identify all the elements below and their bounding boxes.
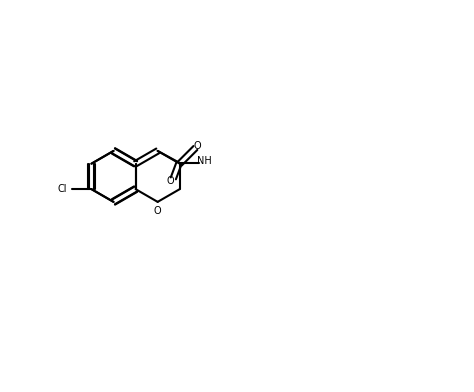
Text: Cl: Cl [58,184,67,194]
Text: O: O [166,176,174,187]
Text: NH: NH [197,156,212,166]
Text: O: O [193,141,201,151]
Text: O: O [154,206,162,216]
